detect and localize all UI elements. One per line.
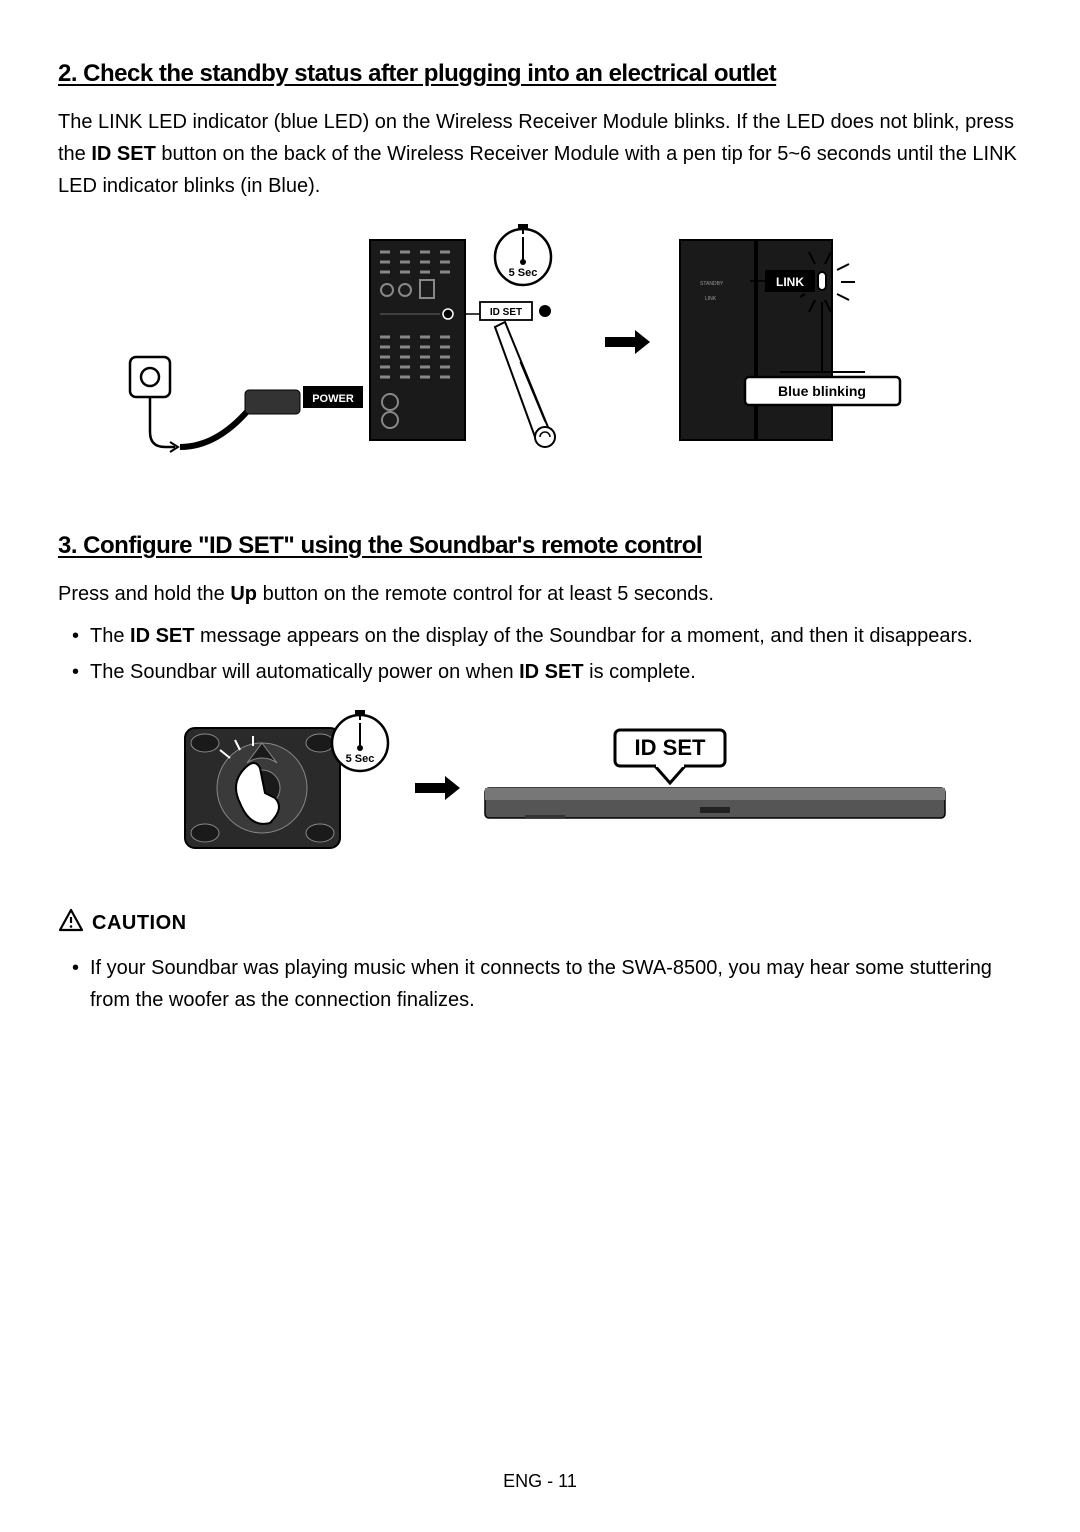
power-callout: POWER bbox=[303, 386, 363, 408]
five-sec-bubble: 5 Sec bbox=[495, 224, 551, 285]
soundbar-icon bbox=[485, 788, 945, 818]
section2-text-suffix: button on the back of the Wireless Recei… bbox=[58, 143, 1017, 197]
section3-text-prefix: Press and hold the bbox=[58, 583, 230, 605]
svg-text:ID SET: ID SET bbox=[490, 307, 522, 318]
diagram2-svg: 5 Sec ID SET bbox=[125, 708, 955, 868]
idset-callout: ID SET bbox=[465, 302, 551, 320]
section3-bullet1: The ID SET message appears on the displa… bbox=[90, 620, 1022, 652]
arrow-right-icon bbox=[605, 330, 650, 354]
power-connector bbox=[245, 390, 300, 414]
section3-text-suffix: button on the remote control for at leas… bbox=[257, 583, 714, 605]
remote-control-icon bbox=[185, 728, 340, 848]
svg-text:Blue blinking: Blue blinking bbox=[778, 383, 866, 399]
section2-text-bold: ID SET bbox=[91, 143, 155, 165]
pen-icon bbox=[495, 322, 555, 447]
section3-bullets: The ID SET message appears on the displa… bbox=[58, 620, 1022, 688]
section3-bullet2: The Soundbar will automatically power on… bbox=[90, 656, 1022, 688]
caution-icon bbox=[58, 908, 84, 938]
svg-text:POWER: POWER bbox=[312, 393, 354, 405]
power-plug-icon bbox=[130, 357, 178, 452]
five-sec-bubble2: 5 Sec bbox=[332, 710, 388, 771]
svg-text:5 Sec: 5 Sec bbox=[509, 267, 538, 279]
section3-diagram: 5 Sec ID SET bbox=[58, 708, 1022, 868]
section3-paragraph: Press and hold the Up button on the remo… bbox=[58, 578, 1022, 610]
section3: 3. Configure "ID SET" using the Soundbar… bbox=[58, 532, 1022, 868]
diagram1-svg: POWER bbox=[125, 222, 955, 482]
svg-text:ID SET: ID SET bbox=[635, 735, 706, 760]
caution-label: CAUTION bbox=[92, 912, 187, 935]
page-footer: ENG - 11 bbox=[0, 1471, 1080, 1492]
arrow-right-icon2 bbox=[415, 776, 460, 800]
section3-heading: 3. Configure "ID SET" using the Soundbar… bbox=[58, 532, 1022, 560]
section2-diagram: POWER bbox=[58, 222, 1022, 482]
idset-callout2: ID SET bbox=[615, 730, 725, 783]
caution-header: CAUTION bbox=[58, 908, 1022, 938]
svg-text:5 Sec: 5 Sec bbox=[346, 753, 375, 765]
caution-bullets: If your Soundbar was playing music when … bbox=[58, 952, 1022, 1016]
section2-paragraph: The LINK LED indicator (blue LED) on the… bbox=[58, 106, 1022, 202]
section2-heading: 2. Check the standby status after pluggi… bbox=[58, 60, 1022, 88]
svg-text:LINK: LINK bbox=[705, 296, 717, 302]
svg-text:LINK: LINK bbox=[776, 275, 804, 289]
receiver-module bbox=[370, 240, 465, 440]
caution-bullet: If your Soundbar was playing music when … bbox=[90, 952, 1022, 1016]
svg-text:STANDBY: STANDBY bbox=[700, 281, 724, 287]
section3-text-bold: Up bbox=[230, 583, 257, 605]
